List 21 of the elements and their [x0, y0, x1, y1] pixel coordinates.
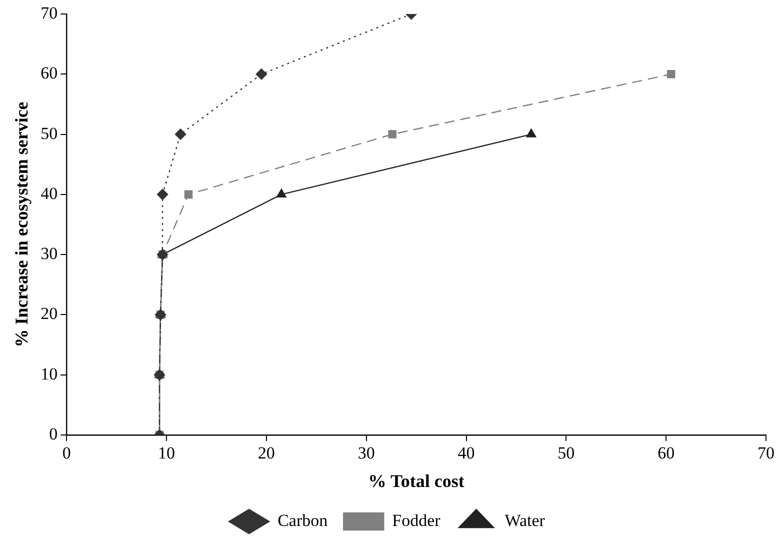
x-tick-label: 50 — [558, 444, 575, 463]
legend-label: Water — [504, 510, 546, 530]
y-tick-label: 30 — [40, 244, 58, 264]
x-tick-label: 10 — [158, 444, 176, 463]
legend-label: Fodder — [392, 510, 441, 530]
y-tick-label: 70 — [40, 3, 58, 22]
x-tick-label: 20 — [258, 444, 275, 463]
x-tick-label: 60 — [658, 444, 675, 463]
legend-label: Carbon — [278, 510, 328, 530]
x-tick-label: 30 — [358, 444, 375, 463]
y-tick-label: 40 — [40, 184, 58, 203]
y-tick-label: 20 — [40, 304, 58, 324]
y-tick-label: 50 — [40, 124, 58, 143]
y-axis-title: % Increase in ecosystem service — [11, 102, 32, 348]
x-tick-label: 70 — [758, 444, 774, 463]
y-tick-label: 0 — [49, 424, 58, 444]
x-axis-title: % Total cost — [368, 470, 464, 491]
y-tick-label: 60 — [40, 64, 58, 83]
x-tick-label: 40 — [458, 444, 475, 463]
x-tick-label: 0 — [62, 444, 71, 463]
y-tick-label: 10 — [40, 364, 58, 384]
